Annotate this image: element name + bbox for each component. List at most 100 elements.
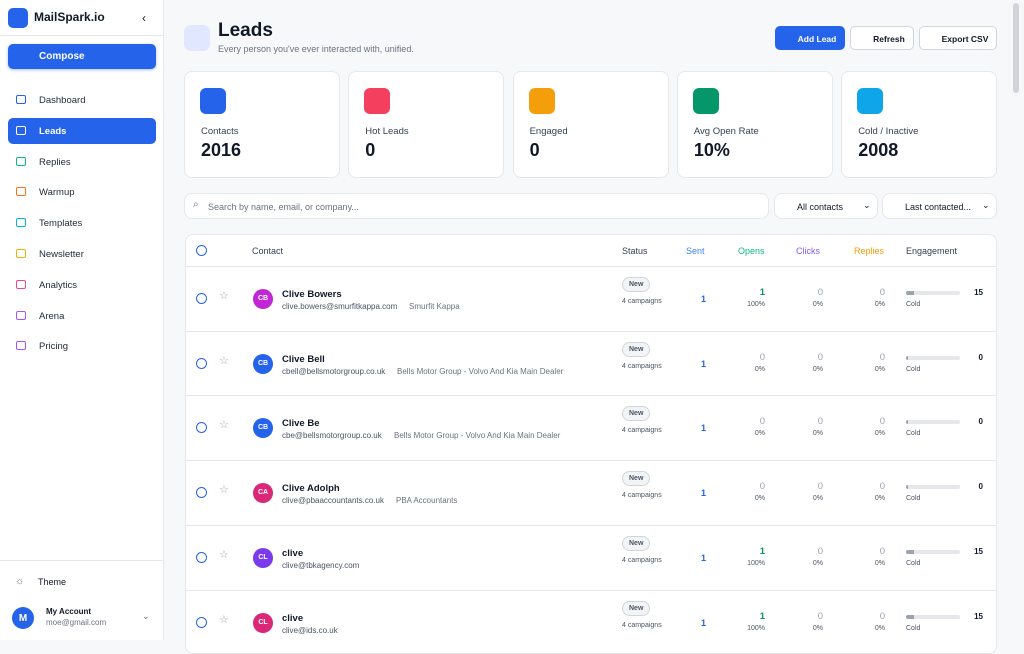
- account-menu[interactable]: ⌄: [142, 611, 150, 622]
- contact-name[interactable]: Clive Bowers: [282, 289, 342, 300]
- sent: 1: [686, 618, 706, 628]
- star[interactable]: ☆: [219, 354, 229, 367]
- row-select[interactable]: [196, 552, 207, 563]
- contact-name[interactable]: clive: [282, 548, 303, 559]
- header-button[interactable]: Add Lead: [775, 26, 845, 50]
- stat-icon: [200, 88, 226, 114]
- status-badge: New: [622, 536, 650, 551]
- row-select[interactable]: [196, 422, 207, 433]
- engagement-track: [906, 291, 960, 295]
- replies-rate: 0%: [845, 495, 885, 502]
- contact-company: Smurfit Kappa: [401, 302, 460, 311]
- row-select[interactable]: [196, 617, 207, 628]
- sort-filter[interactable]: Last contacted... ⌄: [882, 193, 997, 219]
- collapse[interactable]: ‹: [142, 11, 146, 25]
- column-header[interactable]: Opens: [738, 246, 765, 256]
- contact-company: Bells Motor Group - Volvo And Kia Main D…: [386, 431, 560, 440]
- select-all[interactable]: [196, 245, 207, 256]
- contact-email: clive@pbaaccountants.co.uk: [282, 496, 384, 505]
- header-button[interactable]: Refresh: [850, 26, 914, 50]
- opens: 0: [725, 352, 765, 363]
- star[interactable]: ☆: [219, 613, 229, 626]
- campaigns: 4 campaigns: [622, 555, 662, 567]
- clicks-rate: 0%: [783, 366, 823, 373]
- campaigns: 4 campaigns: [622, 361, 662, 373]
- engagement-score: 0: [956, 353, 983, 362]
- engagement-score: 15: [956, 288, 983, 297]
- star[interactable]: ☆: [219, 289, 229, 302]
- star[interactable]: ☆: [219, 548, 229, 561]
- clicks: 0: [783, 546, 823, 557]
- replies: 0: [845, 546, 885, 557]
- header-button[interactable]: Export CSV: [919, 26, 997, 50]
- engagement-score: 15: [956, 547, 983, 556]
- campaigns: 4 campaigns: [622, 490, 662, 502]
- column-header[interactable]: Sent: [686, 246, 705, 256]
- status-badge: New: [622, 406, 650, 421]
- page-icon: [184, 25, 210, 51]
- opens-rate: 100%: [725, 560, 765, 567]
- stat-label: Cold / Inactive: [858, 126, 918, 137]
- nav-item[interactable]: Dashboard: [8, 87, 156, 113]
- clicks-rate: 0%: [783, 560, 823, 567]
- clicks: 0: [783, 611, 823, 622]
- nav-item[interactable]: Analytics: [8, 272, 156, 298]
- contact-email: cbe@bellsmotorgroup.co.uk: [282, 431, 382, 440]
- compose-button[interactable]: Compose: [8, 44, 156, 69]
- row-select[interactable]: [196, 358, 207, 369]
- stat-card: Avg Open Rate 10%: [677, 71, 833, 178]
- column-header[interactable]: Replies: [854, 246, 884, 256]
- nav-item[interactable]: Replies: [8, 149, 156, 175]
- nav-item[interactable]: Newsletter: [8, 241, 156, 267]
- status-badge: New: [622, 277, 650, 292]
- contact-email: cbell@bellsmotorgroup.co.uk: [282, 367, 385, 376]
- search-box[interactable]: ⌕ Search by name, email, or company...: [184, 193, 769, 219]
- row-select[interactable]: [196, 487, 207, 498]
- contact-email: clive@ids.co.uk: [282, 626, 338, 635]
- engagement-track: [906, 356, 960, 360]
- clicks-rate: 0%: [783, 495, 823, 502]
- divider: [0, 35, 163, 36]
- engagement-level: Cold: [906, 430, 920, 437]
- status-badge: New: [622, 601, 650, 616]
- avatar: CL: [253, 548, 273, 568]
- nav-item[interactable]: Arena: [8, 303, 156, 329]
- nav-item[interactable]: Leads: [8, 118, 156, 144]
- contacts-filter[interactable]: All contacts ⌄: [774, 193, 878, 219]
- stat-value: 10%: [694, 140, 730, 161]
- account-name[interactable]: My Account: [46, 607, 91, 616]
- theme[interactable]: Theme: [38, 577, 66, 587]
- table-row[interactable]: ☆ CL clive clive@tbkagency.com New 4 campaign…: [186, 525, 997, 590]
- nav-item[interactable]: Pricing: [8, 333, 156, 359]
- contact-name[interactable]: clive: [282, 613, 303, 624]
- opens: 1: [725, 546, 765, 557]
- column-header[interactable]: Status: [622, 246, 648, 256]
- replies-rate: 0%: [845, 560, 885, 567]
- brand: MailSpark.io: [34, 10, 105, 24]
- contact-name[interactable]: Clive Adolph: [282, 483, 340, 494]
- column-header[interactable]: Clicks: [796, 246, 820, 256]
- contact-email: clive@tbkagency.com: [282, 561, 359, 570]
- sent: 1: [686, 423, 706, 433]
- nav-icon: [16, 249, 26, 258]
- star[interactable]: ☆: [219, 483, 229, 496]
- stat-label: Avg Open Rate: [694, 126, 759, 137]
- page: Leads { "sidebar": { "brand": "MailSpark…: [0, 0, 1024, 640]
- nav-item[interactable]: Templates: [8, 210, 156, 236]
- nav-item[interactable]: Warmup: [8, 179, 156, 205]
- replies-rate: 0%: [845, 430, 885, 437]
- contact-name[interactable]: Clive Be: [282, 418, 320, 429]
- contact-name[interactable]: Clive Bell: [282, 354, 325, 365]
- opens-rate: 0%: [725, 366, 765, 373]
- contact-company: PBA Accountants: [388, 496, 457, 505]
- sent: 1: [686, 553, 706, 563]
- star[interactable]: ☆: [219, 418, 229, 431]
- row-select[interactable]: [196, 293, 207, 304]
- opens-rate: 100%: [725, 301, 765, 308]
